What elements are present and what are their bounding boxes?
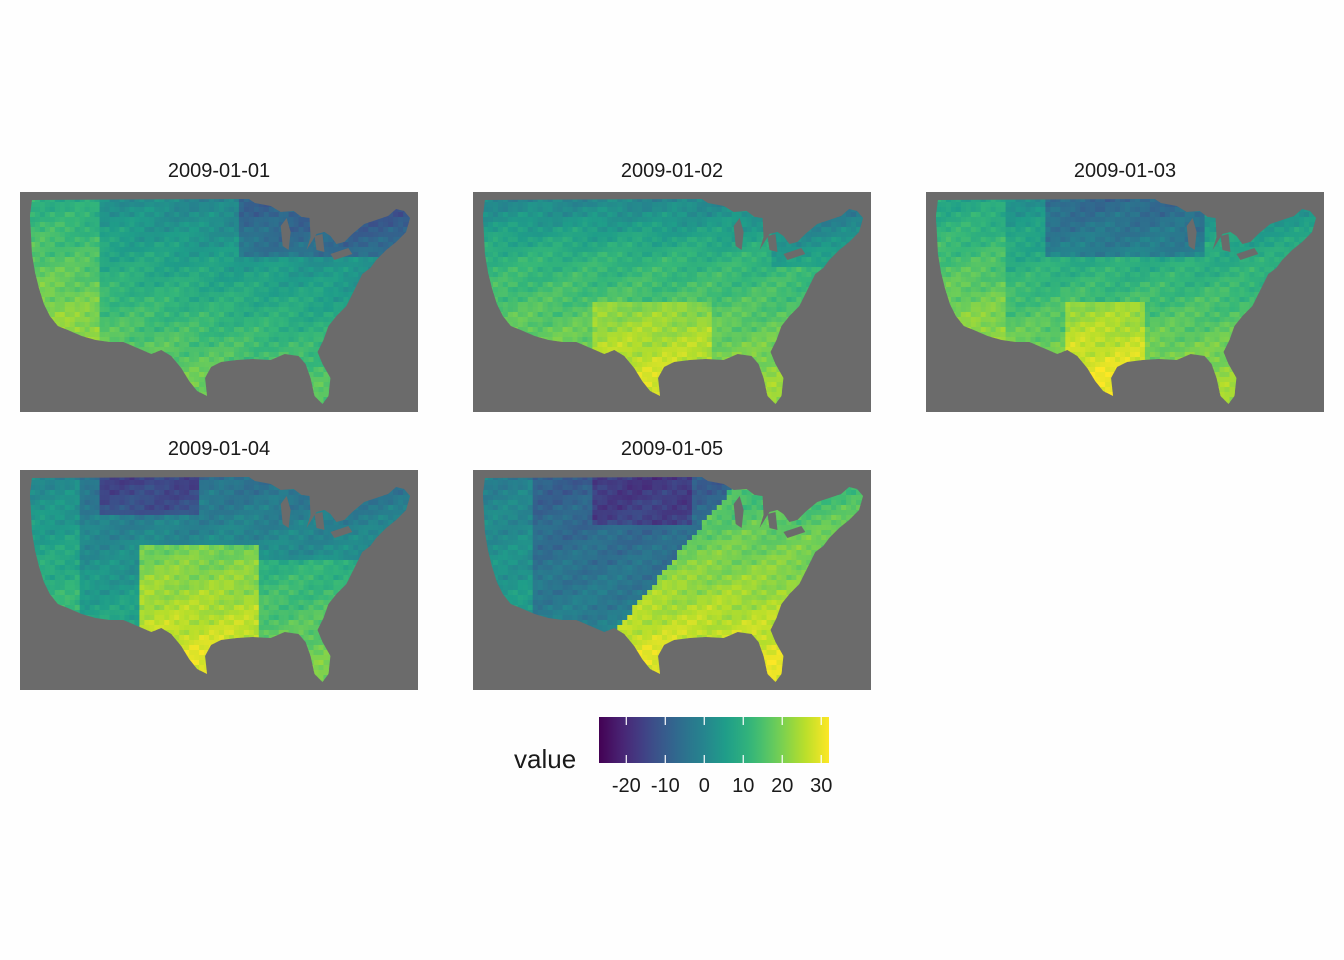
facet-panel: 2009-01-04 bbox=[20, 438, 418, 690]
facet-title: 2009-01-01 bbox=[167, 160, 271, 182]
facet-panel: 2009-01-02 bbox=[473, 160, 871, 412]
facet-panel: 2009-01-05 bbox=[473, 438, 871, 690]
colorbar-tick-label: -20 bbox=[611, 775, 641, 797]
great-lakes bbox=[733, 218, 806, 260]
colorbar-tick-label: 20 bbox=[771, 775, 794, 797]
facet-title: 2009-01-05 bbox=[620, 438, 724, 460]
great-lakes bbox=[1186, 218, 1259, 260]
colorbar-gradient bbox=[599, 717, 829, 763]
facet-map bbox=[20, 470, 418, 690]
facet-title: 2009-01-03 bbox=[1073, 160, 1177, 182]
colorbar-tick-label: 10 bbox=[732, 775, 755, 797]
legend-title: value bbox=[514, 744, 577, 774]
facet-map bbox=[473, 192, 871, 412]
facet-map bbox=[926, 192, 1324, 412]
great-lakes bbox=[280, 496, 353, 538]
facet-title: 2009-01-04 bbox=[167, 438, 271, 460]
colorbar-tick-label: -10 bbox=[650, 775, 680, 797]
colorbar-tick-label: 30 bbox=[810, 775, 833, 797]
legend-colorbar bbox=[599, 717, 829, 763]
colorbar-tick-label: 0 bbox=[698, 775, 710, 797]
facet-map bbox=[473, 470, 871, 690]
facet-title: 2009-01-02 bbox=[620, 160, 724, 182]
facet-panel: 2009-01-03 bbox=[926, 160, 1324, 412]
great-lakes bbox=[280, 218, 353, 260]
great-lakes bbox=[733, 496, 806, 538]
facet-map bbox=[20, 192, 418, 412]
facet-panel: 2009-01-01 bbox=[20, 160, 418, 412]
